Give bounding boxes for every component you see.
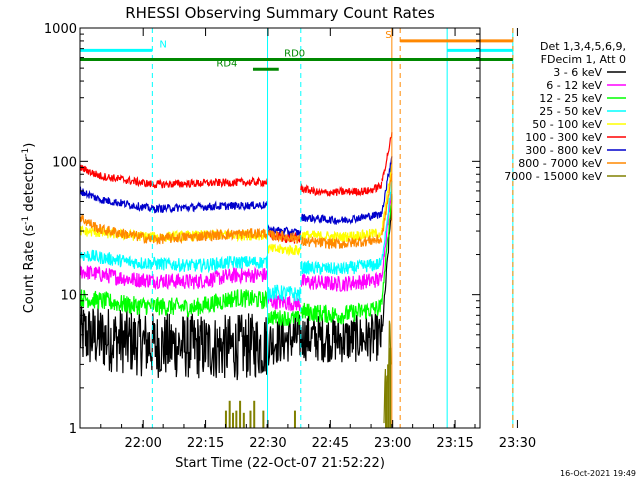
series-line bbox=[300, 181, 383, 197]
series-3 bbox=[80, 180, 393, 302]
series-line bbox=[300, 271, 383, 292]
x-axis-label: Start Time (22-Oct-07 21:52:22) bbox=[175, 456, 385, 471]
series-line bbox=[80, 264, 268, 291]
series-line bbox=[80, 249, 268, 274]
series-line bbox=[300, 234, 383, 250]
series-line bbox=[381, 195, 393, 333]
legend-entry: 25 - 50 keV bbox=[539, 105, 602, 118]
series-line bbox=[381, 160, 393, 231]
series-line bbox=[266, 294, 302, 313]
series-4 bbox=[80, 160, 393, 257]
x-tick-label: 22:45 bbox=[312, 436, 349, 451]
legend-header: Det 1,3,4,5,6,9, bbox=[540, 40, 626, 53]
series-6 bbox=[80, 156, 393, 237]
series-line bbox=[80, 301, 268, 381]
series-8 bbox=[224, 320, 392, 428]
flag-label: RD4 bbox=[216, 58, 237, 69]
legend-entry: 3 - 6 keV bbox=[553, 66, 602, 79]
y-tick-label: 10 bbox=[60, 289, 77, 304]
x-tick-label: 23:15 bbox=[436, 436, 473, 451]
legend-entry: 6 - 12 keV bbox=[546, 79, 602, 92]
series-5 bbox=[80, 132, 393, 244]
legend-header: FDecim 1, Att 0 bbox=[541, 53, 626, 66]
timestamp: 16-Oct-2021 19:49 bbox=[560, 469, 636, 478]
series-line bbox=[381, 188, 393, 278]
x-tick-label: 22:15 bbox=[187, 436, 224, 451]
series-line bbox=[300, 298, 383, 325]
legend-entry: 7000 - 15000 keV bbox=[504, 170, 602, 183]
legend-entry: 50 - 100 keV bbox=[532, 118, 602, 131]
series-line bbox=[266, 313, 383, 366]
x-tick-label: 22:00 bbox=[124, 436, 161, 451]
axes: 22:00 22:15 22:30 22:45 23:00 23:15 23:30 1 10 10… bbox=[44, 22, 536, 451]
series-line bbox=[266, 229, 302, 244]
series-line bbox=[381, 173, 393, 236]
series-line bbox=[381, 132, 393, 182]
legend: Det 1,3,4,5,6,9,FDecim 1, Att 03 - 6 keV… bbox=[504, 40, 626, 183]
legend-entry: 12 - 25 keV bbox=[539, 92, 602, 105]
legend-entry: 300 - 800 keV bbox=[525, 144, 602, 157]
legend-entry: 800 - 7000 keV bbox=[518, 157, 602, 170]
series-line bbox=[300, 210, 383, 225]
flag-label: S bbox=[385, 30, 391, 41]
flag-label: RD0 bbox=[284, 49, 305, 60]
x-tick-label: 23:30 bbox=[499, 436, 536, 451]
series-line bbox=[80, 186, 268, 214]
flag-label: N bbox=[159, 39, 166, 50]
y-axis-label: Count Rate (s-1 detector-1) bbox=[21, 143, 37, 314]
series-line bbox=[266, 284, 302, 302]
chart-title: RHESSI Observing Summary Count Rates bbox=[125, 4, 435, 22]
series-line bbox=[266, 309, 302, 326]
y-tick-label: 1 bbox=[69, 422, 77, 437]
series-line bbox=[266, 243, 302, 257]
y-tick-label: 100 bbox=[52, 155, 77, 170]
x-tick-label: 23:00 bbox=[374, 436, 411, 451]
series-line bbox=[381, 180, 393, 261]
series-2 bbox=[80, 194, 393, 326]
x-tick-label: 22:30 bbox=[249, 436, 286, 451]
series-7 bbox=[80, 173, 393, 250]
plot-area: N S RD0 RD4 bbox=[79, 28, 514, 428]
series-line bbox=[381, 156, 393, 215]
y-tick-label: 1000 bbox=[44, 22, 77, 37]
series-0 bbox=[80, 195, 393, 381]
series-line bbox=[80, 289, 268, 318]
series-line bbox=[381, 194, 393, 305]
series-line bbox=[80, 215, 268, 246]
series-line bbox=[300, 257, 382, 276]
legend-entry: 100 - 300 keV bbox=[525, 131, 602, 144]
series-1 bbox=[80, 188, 393, 313]
plot-frame bbox=[79, 27, 481, 429]
series-line bbox=[80, 164, 268, 189]
